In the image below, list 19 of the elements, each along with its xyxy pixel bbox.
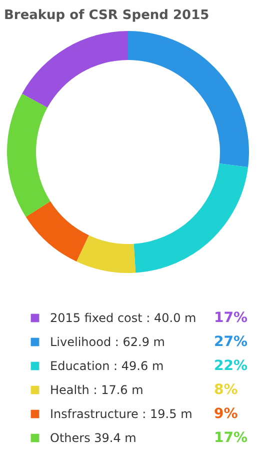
legend-label: Insfrastructure : 19.5 m xyxy=(50,407,192,421)
data-label: 9% xyxy=(214,406,238,422)
donut-slice xyxy=(7,94,50,217)
donut-slice xyxy=(22,31,128,108)
legend-label: Livelihood : 62.9 m xyxy=(50,335,165,349)
donut-slice xyxy=(128,31,249,168)
chart-title: Breakup of CSR Spend 2015 xyxy=(4,8,210,23)
legend-label: Health : 17.6 m xyxy=(50,383,144,397)
donut-slice xyxy=(134,164,248,273)
donut-slice xyxy=(76,235,136,273)
donut-slice xyxy=(26,201,89,262)
data-label: 27% xyxy=(214,334,248,350)
legend-label: Others 39.4 m xyxy=(50,431,136,445)
legend-label: Education : 49.6 m xyxy=(50,359,164,373)
data-label: 17% xyxy=(214,430,248,446)
data-label: 17% xyxy=(214,310,248,326)
data-label: 22% xyxy=(214,358,248,374)
legend-label: 2015 fixed cost : 40.0 m xyxy=(50,311,196,325)
data-label: 8% xyxy=(214,382,238,398)
